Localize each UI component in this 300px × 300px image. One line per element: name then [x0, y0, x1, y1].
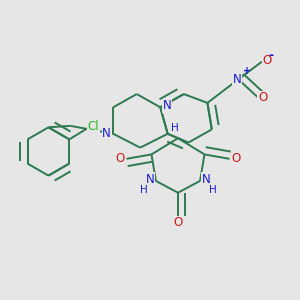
Text: O: O	[173, 216, 183, 229]
Text: N: N	[162, 99, 171, 112]
Text: N: N	[232, 73, 241, 86]
Text: O: O	[115, 152, 124, 165]
Text: -: -	[269, 49, 274, 62]
Text: O: O	[231, 152, 241, 165]
Text: Cl: Cl	[88, 120, 99, 133]
Text: N: N	[102, 127, 111, 140]
Text: +: +	[243, 66, 251, 76]
Text: O: O	[262, 54, 272, 67]
Text: H: H	[171, 123, 179, 133]
Text: H: H	[140, 185, 147, 195]
Text: O: O	[258, 92, 267, 104]
Text: N: N	[146, 173, 154, 186]
Text: N: N	[202, 173, 210, 186]
Text: H: H	[208, 185, 216, 195]
